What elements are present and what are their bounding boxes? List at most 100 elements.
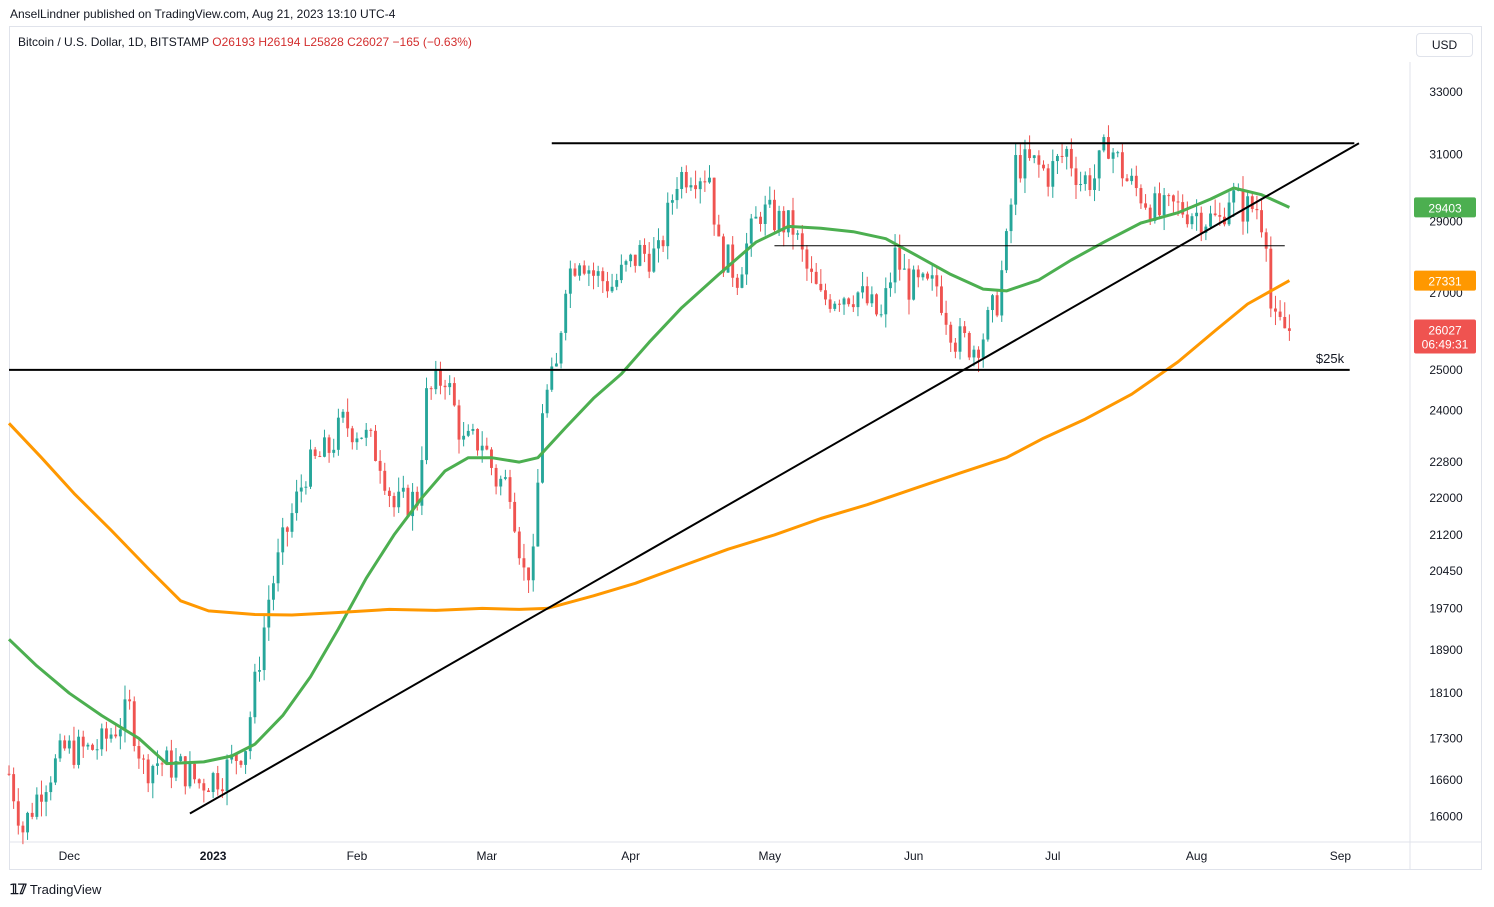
candle-body <box>350 428 354 443</box>
candle-body <box>893 247 897 283</box>
candle-body <box>1153 193 1157 221</box>
candle-body <box>1260 210 1263 233</box>
price-tick-label: 33000 <box>1429 85 1463 99</box>
candle-body <box>666 202 670 247</box>
currency-button[interactable]: USD <box>1416 33 1473 57</box>
candle-body <box>898 247 902 270</box>
time-tick-label: Sep <box>1330 849 1352 863</box>
candle-body <box>1000 270 1004 316</box>
candle-body <box>1209 213 1212 227</box>
candle-body <box>318 455 322 457</box>
candle-body <box>476 428 479 451</box>
candle-body <box>698 181 702 190</box>
candle-body <box>1004 231 1008 271</box>
candle-body <box>425 388 428 461</box>
price-tick-label: 22000 <box>1429 491 1463 505</box>
time-tick-label: Mar <box>476 849 497 863</box>
candle-body <box>1162 195 1166 216</box>
candle-body <box>578 265 582 276</box>
candle-body <box>991 295 994 311</box>
price-axis[interactable]: 3300031000290002700025000240002280022000… <box>1429 85 1463 824</box>
candle-body <box>1264 232 1268 249</box>
publish-info: AnselLindner published on TradingView.co… <box>10 7 396 21</box>
candle-body <box>1241 189 1245 222</box>
candle-body <box>438 370 442 386</box>
price-tick-label: 31000 <box>1429 147 1463 161</box>
candle-body <box>1009 204 1013 232</box>
candle-body <box>67 740 71 749</box>
candle-body <box>1139 188 1143 204</box>
candle-body <box>1185 214 1189 225</box>
candle-body <box>7 773 11 775</box>
time-axis[interactable]: Dec 2023 Feb Mar Apr May Jun Jul Aug Sep <box>59 849 1352 863</box>
candle-body <box>1199 212 1203 233</box>
candle-body <box>457 405 461 440</box>
drawing-lines[interactable]: $25k <box>9 142 1360 815</box>
chart-frame <box>9 26 1482 870</box>
time-tick-label: 2023 <box>200 849 227 863</box>
candle-body <box>837 303 841 305</box>
candle-body <box>21 825 25 833</box>
candle-body <box>411 491 415 517</box>
candle-body <box>545 389 549 414</box>
price-tick-label: 19700 <box>1429 601 1463 615</box>
candle-body <box>406 487 410 517</box>
candle-body <box>1283 316 1287 329</box>
candle-body <box>712 177 716 225</box>
candle-body <box>1195 212 1199 217</box>
candle-body <box>114 734 118 737</box>
candle-body <box>295 491 299 514</box>
candle-body <box>369 429 373 431</box>
trendline[interactable] <box>189 142 1360 815</box>
candle-body <box>327 437 331 453</box>
ma-short-badge <box>1414 197 1476 218</box>
candle-body <box>842 298 846 305</box>
tradingview-logo-icon: 𝟙𝟟 <box>10 881 27 897</box>
candle-body <box>1107 137 1110 159</box>
candle-body <box>104 728 108 739</box>
candle-body <box>963 326 967 334</box>
candle-body <box>1232 190 1236 203</box>
candle-body <box>53 758 57 783</box>
candle-body <box>466 430 470 436</box>
candle-body <box>754 216 758 219</box>
candle-body <box>1018 155 1022 179</box>
candle-body <box>1269 248 1273 309</box>
candle-body <box>680 171 684 189</box>
candle-body <box>615 280 619 287</box>
candle-body <box>1125 178 1129 182</box>
price-tick-label: 18900 <box>1429 643 1463 657</box>
candle-body <box>643 244 646 254</box>
candle-body <box>72 740 76 765</box>
candle-body <box>63 740 67 749</box>
candle-body <box>1287 328 1291 331</box>
candle-body <box>1134 175 1138 189</box>
candle-body <box>805 249 809 269</box>
candle-body <box>773 199 776 231</box>
candle-body <box>633 254 637 266</box>
candle-body <box>870 294 874 304</box>
candle-body <box>211 773 215 793</box>
candle-body <box>564 293 568 333</box>
candle-body <box>958 326 962 352</box>
price-tick-label: 24000 <box>1429 404 1463 418</box>
candle-body <box>1023 149 1027 179</box>
candle-body <box>684 171 688 188</box>
candle-body <box>480 445 484 451</box>
price-tick-label: 17300 <box>1429 731 1463 745</box>
candle-body <box>374 430 377 461</box>
candle-body <box>926 273 929 279</box>
candle-body <box>777 210 781 231</box>
candle-body <box>91 744 94 750</box>
close-value: C26027 <box>347 35 390 49</box>
candle-body <box>1042 164 1045 169</box>
candle-body <box>151 765 155 784</box>
symbol-name: Bitcoin / U.S. Dollar, 1D, BITSTAMP <box>18 35 209 49</box>
time-tick-label: Apr <box>621 849 640 863</box>
candle-body <box>494 467 498 487</box>
candle-body <box>239 761 243 765</box>
candle-body <box>1093 178 1096 191</box>
candle-body <box>1069 148 1073 169</box>
